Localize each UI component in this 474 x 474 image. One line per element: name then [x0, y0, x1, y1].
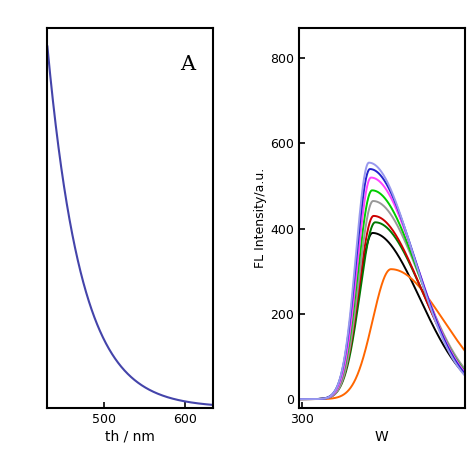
- Text: A: A: [180, 55, 195, 74]
- X-axis label: th / nm: th / nm: [105, 429, 155, 444]
- Y-axis label: FL Intensity/a.u.: FL Intensity/a.u.: [255, 168, 267, 268]
- X-axis label: W: W: [375, 429, 389, 444]
